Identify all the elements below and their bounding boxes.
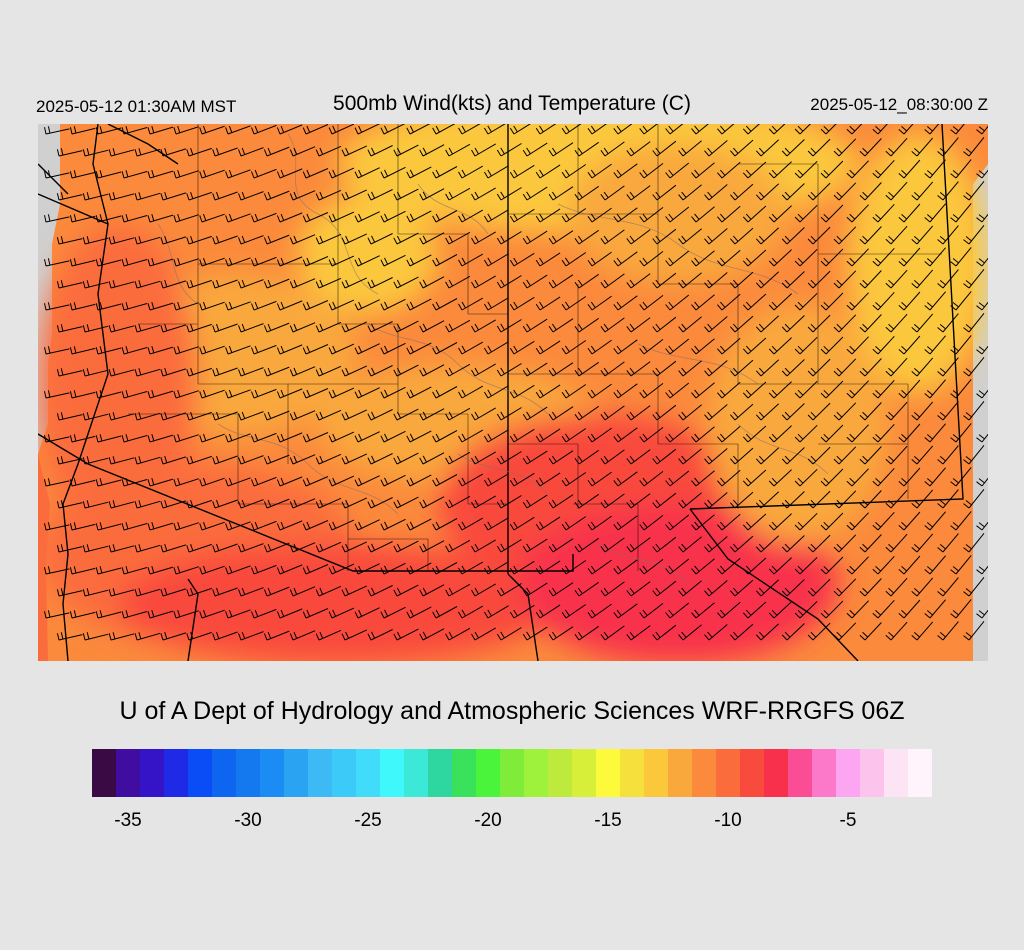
wind-barbs (44, 124, 988, 641)
map-title: 500mb Wind(kts) and Temperature (C) (333, 92, 691, 115)
colorbar-swatch (548, 749, 572, 797)
colorbar-swatch (212, 749, 236, 797)
colorbar-swatch (836, 749, 860, 797)
colorbar-swatch (164, 749, 188, 797)
temperature-wind-map (38, 124, 988, 661)
colorbar-swatch (188, 749, 212, 797)
colorbar-tick-label: -20 (474, 810, 502, 831)
colorbar-tick-label: -25 (354, 810, 382, 831)
credit-label: U of A Dept of Hydrology and Atmospheric… (119, 697, 905, 725)
boundaries (38, 124, 964, 661)
colorbar-tick-label: -5 (839, 810, 857, 831)
colorbar-swatch (644, 749, 668, 797)
colorbar-swatch (764, 749, 788, 797)
colorbar-swatch (692, 749, 716, 797)
colorbar-swatch (452, 749, 476, 797)
map-canvas (38, 124, 988, 661)
colorbar-swatch (572, 749, 596, 797)
temperature-colorbar (92, 749, 932, 797)
colorbar-swatch (404, 749, 428, 797)
colorbar-swatch (908, 749, 932, 797)
colorbar-swatch (596, 749, 620, 797)
colorbar-swatch (716, 749, 740, 797)
colorbar-tick-labels: -35 -30 -25 -20 -15 -10 -5 (0, 810, 1024, 840)
colorbar-tick-label: -30 (234, 810, 262, 831)
colorbar-swatch (740, 749, 764, 797)
colorbar-swatch (116, 749, 140, 797)
colorbar-tick-label: -10 (714, 810, 742, 831)
colorbar-tick-label: -15 (594, 810, 622, 831)
colorbar-swatch (668, 749, 692, 797)
colorbar-swatch (332, 749, 356, 797)
colorbar-swatch (500, 749, 524, 797)
colorbar-swatch (260, 749, 284, 797)
colorbar-swatch (308, 749, 332, 797)
colorbar-swatch (356, 749, 380, 797)
colorbar-swatch (236, 749, 260, 797)
colorbar-swatch (524, 749, 548, 797)
colorbar-swatch (884, 749, 908, 797)
colorbar-swatch (860, 749, 884, 797)
colorbar-tick-label: -35 (114, 810, 142, 831)
utc-time-label: 2025-05-12_08:30:00 Z (810, 95, 988, 114)
colorbar-swatch (284, 749, 308, 797)
colorbar-swatch (380, 749, 404, 797)
colorbar-swatch (812, 749, 836, 797)
colorbar-swatch (788, 749, 812, 797)
colorbar-swatch (140, 749, 164, 797)
colorbar-swatch (428, 749, 452, 797)
local-time-label: 2025-05-12 01:30AM MST (36, 97, 237, 116)
colorbar-swatch (92, 749, 116, 797)
colorbar-swatch (620, 749, 644, 797)
colorbar-swatch (476, 749, 500, 797)
temperature-field (38, 124, 988, 661)
